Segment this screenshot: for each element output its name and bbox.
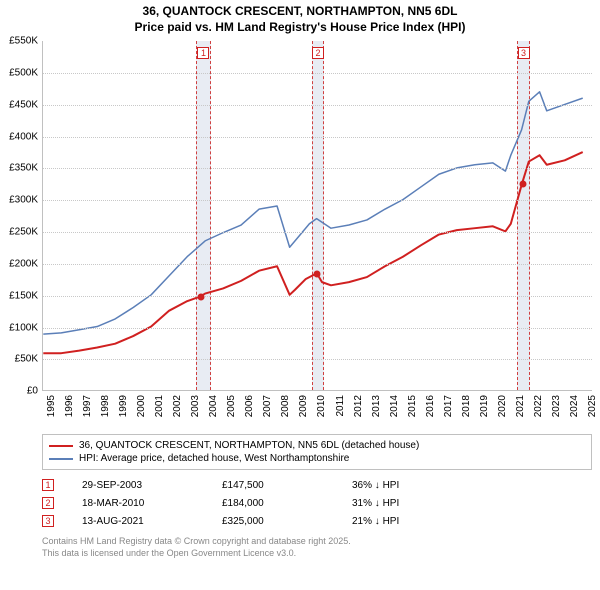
y-axis-label: £100K	[0, 322, 38, 333]
sale-price-1: £147,500	[222, 480, 352, 491]
sale-point	[314, 271, 321, 278]
y-axis-label: £500K	[0, 68, 38, 79]
y-axis-label: £550K	[0, 36, 38, 47]
footer-line2: This data is licensed under the Open Gov…	[42, 548, 296, 558]
sale-date-1: 29-SEP-2003	[82, 480, 222, 491]
legend-swatch-hpi	[49, 458, 73, 460]
footer-line1: Contains HM Land Registry data © Crown c…	[42, 536, 351, 546]
sale-price-2: £184,000	[222, 498, 352, 509]
y-axis-label: £250K	[0, 227, 38, 238]
y-axis-label: £150K	[0, 290, 38, 301]
legend-swatch-property	[49, 445, 73, 447]
legend-item-hpi: HPI: Average price, detached house, West…	[49, 452, 585, 465]
chart-title: 36, QUANTOCK CRESCENT, NORTHAMPTON, NN5 …	[0, 0, 600, 35]
band-marker-1: 1	[197, 47, 209, 59]
y-axis-label: £300K	[0, 195, 38, 206]
y-axis-label: £400K	[0, 131, 38, 142]
band-marker-2: 2	[312, 47, 324, 59]
plot-area: 1 2 3	[42, 41, 592, 391]
sale-price-3: £325,000	[222, 516, 352, 527]
sale-diff-1: 36% ↓ HPI	[352, 480, 592, 491]
chart-container: 36, QUANTOCK CRESCENT, NORTHAMPTON, NN5 …	[0, 0, 600, 590]
x-axis-label: 2025	[587, 395, 600, 417]
y-axis-label: £50K	[0, 354, 38, 365]
footer: Contains HM Land Registry data © Crown c…	[42, 536, 592, 559]
sale-point	[197, 294, 204, 301]
legend-label-property: 36, QUANTOCK CRESCENT, NORTHAMPTON, NN5 …	[79, 440, 419, 451]
sale-date-3: 13-AUG-2021	[82, 516, 222, 527]
y-axis-label: £450K	[0, 99, 38, 110]
sale-diff-3: 21% ↓ HPI	[352, 516, 592, 527]
y-axis-label: £200K	[0, 258, 38, 269]
sale-row-2: 2 18-MAR-2010 £184,000 31% ↓ HPI	[42, 494, 592, 512]
legend: 36, QUANTOCK CRESCENT, NORTHAMPTON, NN5 …	[42, 434, 592, 470]
title-line1: 36, QUANTOCK CRESCENT, NORTHAMPTON, NN5 …	[143, 4, 458, 18]
sale-marker-2: 2	[42, 497, 54, 509]
sale-row-1: 1 29-SEP-2003 £147,500 36% ↓ HPI	[42, 476, 592, 494]
chart-area: 1 2 3 £0 £50K £100K £150K £200K £250K £300K £350K…	[0, 37, 600, 432]
sale-marker-1: 1	[42, 479, 54, 491]
band-marker-3: 3	[518, 47, 530, 59]
line-svg	[43, 41, 592, 390]
title-line2: Price paid vs. HM Land Registry's House …	[135, 20, 466, 34]
sales-table: 1 29-SEP-2003 £147,500 36% ↓ HPI 2 18-MA…	[42, 476, 592, 530]
legend-label-hpi: HPI: Average price, detached house, West…	[79, 453, 349, 464]
y-axis-label: £350K	[0, 163, 38, 174]
y-axis-label: £0	[0, 386, 38, 397]
sale-marker-3: 3	[42, 515, 54, 527]
sale-date-2: 18-MAR-2010	[82, 498, 222, 509]
sale-row-3: 3 13-AUG-2021 £325,000 21% ↓ HPI	[42, 512, 592, 530]
sale-point	[520, 181, 527, 188]
legend-item-property: 36, QUANTOCK CRESCENT, NORTHAMPTON, NN5 …	[49, 439, 585, 452]
sale-diff-2: 31% ↓ HPI	[352, 498, 592, 509]
